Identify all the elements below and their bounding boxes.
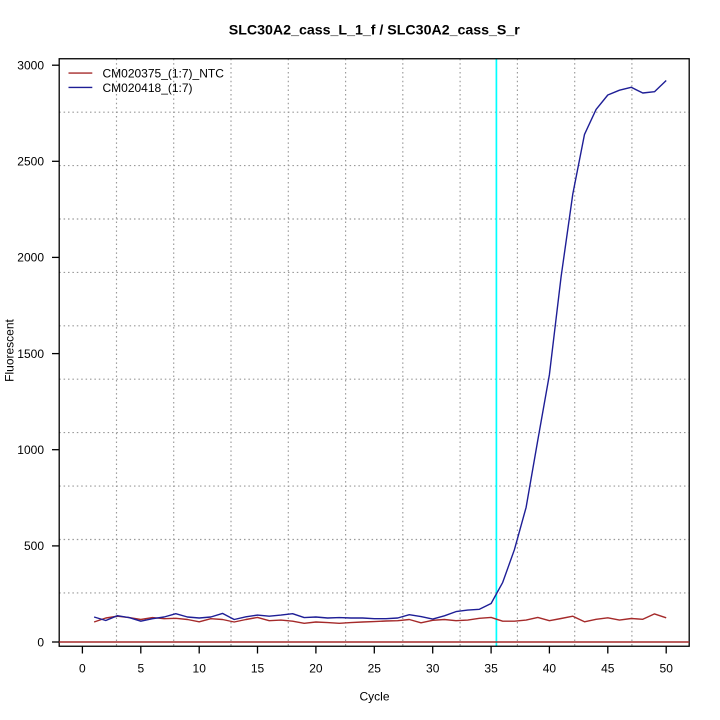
svg-text:50: 50: [660, 662, 674, 676]
svg-text:15: 15: [251, 662, 265, 676]
svg-text:30: 30: [426, 662, 440, 676]
svg-text:SLC30A2_cass_L_1_f / SLC30A2_c: SLC30A2_cass_L_1_f / SLC30A2_cass_S_r: [229, 23, 521, 39]
svg-text:Fluorescent: Fluorescent: [3, 318, 17, 381]
svg-text:0: 0: [37, 635, 44, 649]
svg-text:1500: 1500: [17, 347, 44, 361]
svg-text:CM020418_(1:7): CM020418_(1:7): [103, 81, 193, 95]
svg-text:25: 25: [368, 662, 382, 676]
svg-text:35: 35: [484, 662, 498, 676]
svg-text:CM020375_(1:7)_NTC: CM020375_(1:7)_NTC: [103, 67, 225, 81]
svg-text:Cycle: Cycle: [359, 690, 389, 704]
svg-text:5: 5: [137, 662, 144, 676]
svg-text:20: 20: [309, 662, 323, 676]
svg-text:1000: 1000: [17, 443, 44, 457]
svg-text:40: 40: [543, 662, 557, 676]
svg-text:2500: 2500: [17, 155, 44, 169]
svg-text:2000: 2000: [17, 251, 44, 265]
svg-text:500: 500: [24, 539, 44, 553]
svg-text:45: 45: [601, 662, 615, 676]
svg-text:0: 0: [79, 662, 86, 676]
svg-text:10: 10: [193, 662, 207, 676]
svg-text:3000: 3000: [17, 59, 44, 73]
